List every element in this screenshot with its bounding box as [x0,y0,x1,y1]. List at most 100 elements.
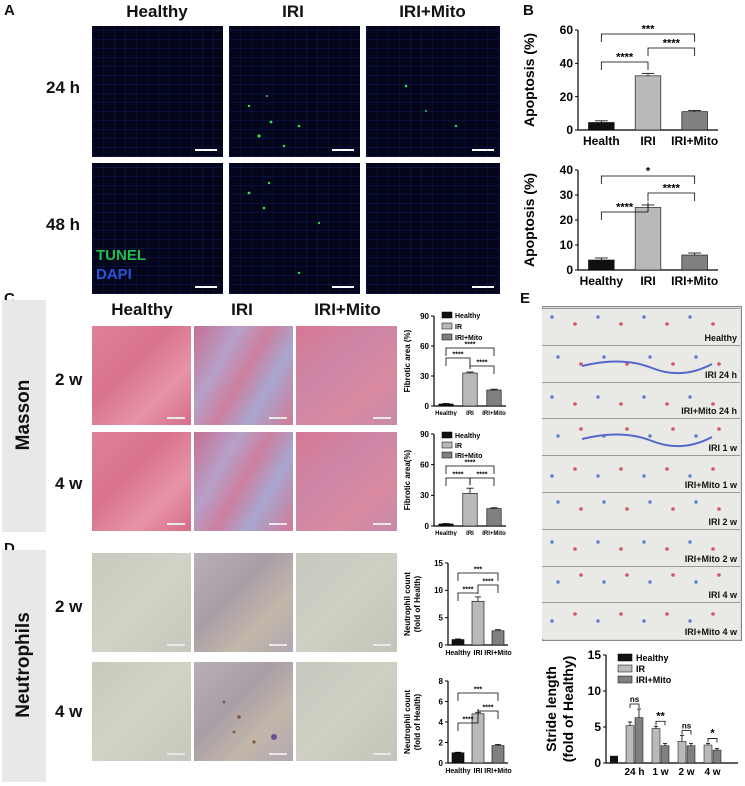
panelD-row-4w: 4 w [55,702,83,721]
panelA-row-24h: 24 h [46,78,81,97]
footprint-strip: IRI+Mito 2 w [542,528,740,566]
panel-letter-e: E [520,290,531,307]
masson-sidebar [2,300,46,532]
neutrophil-image-iri-2w [194,553,293,652]
y-axis-label: Apoptosis (%) [521,173,537,267]
significance-label: **** [616,52,634,64]
legend-swatch [441,322,453,330]
x-tick-label: IRI [466,531,474,536]
significance-bracket [647,47,696,56]
panelC-col-irimito: IRI+Mito [314,300,381,319]
panel-letter-d: D [4,540,15,557]
y-tick-label: 15 [588,648,602,662]
x-tick-label: IRI+Mito [484,650,511,657]
significance-label: **** [663,183,681,195]
bar [703,744,713,764]
y-axis-label: (fold of Health) [413,575,422,632]
bar [610,755,618,763]
footprint-strip: IRI 2 w [542,492,740,529]
y-tick-label: 40 [560,57,574,71]
legend-label: IRI+Mito [455,453,482,460]
chart-b1: 0 20 40 60 Apoptosis (%) Health IRI IRI+Mito ***… [521,23,718,148]
panelD-row-2w: 2 w [55,597,83,616]
footprint-strip-label: IRI 24 h [704,369,737,380]
chart-d1: 0 5 10 15 Neutrophil count (fold of Health) He… [403,559,512,657]
significance-label: * [710,728,715,740]
bar [588,122,615,131]
tunel-image-healthy-48h [92,163,223,294]
x-tick-label: IRI+Mito [482,531,506,536]
significance-label: **** [477,472,488,479]
y-tick-label: 40 [560,163,574,177]
y-tick-label: 0 [439,759,444,768]
significance-label: **** [453,352,464,359]
y-tick-label: 20 [560,90,574,104]
tunel-image-irimito-48h [366,163,500,294]
y-tick-label: 60 [560,23,574,37]
significance-bracket [457,709,479,731]
y-tick-label: 10 [560,238,574,252]
tunel-image-healthy-24h [92,26,223,157]
y-axis-label: Fibrotic area(%) [403,449,412,510]
y-tick-label: 60 [420,342,429,351]
footprint-strip-label: IRI 2 w [708,516,737,527]
bar [681,254,708,271]
legend-label: IRI+Mito [455,335,482,342]
y-axis-label: Neutrophil count [403,572,412,636]
legend-tunel: TUNEL [96,247,146,264]
x-tick-label: Healthy [445,650,470,657]
masson-image-irimito-2w [296,326,397,425]
panel-letter-b: B [523,2,534,19]
bar [651,728,661,764]
masson-image-healthy-2w [92,326,191,425]
significance-bracket [647,192,696,201]
bar [660,745,670,764]
x-tick-label: IRI [474,768,483,775]
significance-label: **** [465,342,476,349]
x-tick-label: 2 w [678,767,694,778]
y-tick-label: 30 [420,491,429,500]
significance-bracket [445,477,471,486]
chart-e: 0 5 10 15 Stride length (fold of Healthy) 24 h… [543,648,738,778]
significance-label: **** [463,717,474,724]
legend-swatch [441,451,453,459]
bar [471,600,485,646]
x-tick-label: IRI [466,411,474,416]
masson-image-irimito-4w [296,432,397,531]
x-tick-label: Health [583,134,620,148]
x-tick-label: IRI+Mito [484,768,511,775]
y-tick-label: 0 [425,402,430,411]
masson-image-iri-4w [194,432,293,531]
significance-label: * [646,166,651,178]
legend-swatch [441,431,453,439]
significance-label: **** [463,587,474,594]
x-tick-label: IRI [640,134,655,148]
y-tick-label: 0 [566,123,573,137]
legend-swatch [617,664,633,673]
y-tick-label: 8 [439,677,444,686]
panelA-col-iri: IRI [282,2,304,21]
panelC-row-4w: 4 w [55,474,83,493]
x-tick-label: IRI+Mito [482,411,506,416]
significance-bracket [457,592,479,601]
y-axis-label: Apoptosis (%) [521,33,537,127]
y-tick-label: 4 [439,718,444,727]
y-tick-label: 0 [566,263,573,277]
neutrophils-side-label: Neutrophils [13,612,34,718]
significance-bracket [445,357,471,366]
masson-image-healthy-4w [92,432,191,531]
significance-bracket [600,61,649,70]
footprint-strip: Healthy [542,308,740,345]
bar [491,630,505,646]
significance-label: **** [465,460,476,467]
neutrophil-image-healthy-4w [92,662,191,761]
y-tick-label: 6 [439,697,444,706]
y-tick-label: 0 [439,641,444,650]
significance-bracket [681,730,692,735]
bar [451,752,465,764]
y-axis-label: (fold of Health) [413,693,422,750]
footprint-strip-label: IRI+Mito 1 w [684,479,737,490]
significance-bracket [655,720,666,726]
significance-label: ns [682,722,692,731]
panelC-row-2w: 2 w [55,370,83,389]
